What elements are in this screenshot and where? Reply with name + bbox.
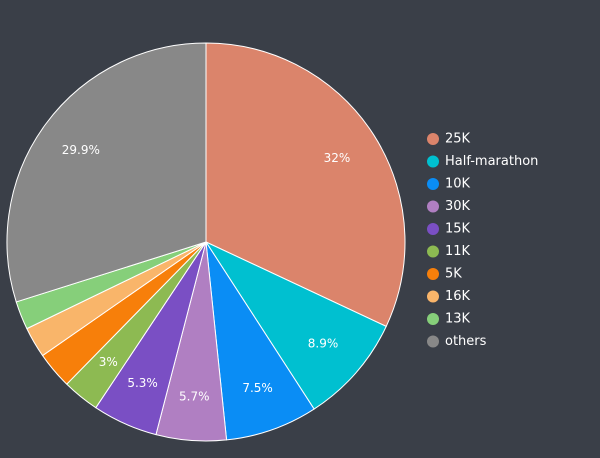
legend-item-15k[interactable]: 15K (427, 222, 471, 237)
slice-25k[interactable] (205, 42, 406, 327)
legend-item-25k[interactable]: 25K (427, 132, 471, 147)
slice-label-10k: 7.5% (242, 381, 273, 395)
slice-label-others: 29.9% (62, 143, 100, 157)
slice-label-30k: 5.7% (179, 389, 210, 403)
legend-label: 30K (445, 199, 471, 214)
legend-item-13k[interactable]: 13K (427, 312, 471, 327)
slice-label-25k: 32% (324, 151, 351, 165)
pie-labels: 32% 8.9% 7.5% 5.7% 5.3% 3% 29.9% (62, 143, 351, 403)
legend-swatch (427, 178, 439, 190)
legend-swatch (427, 155, 439, 168)
pie-slices (6, 42, 406, 442)
slice-half-marathon[interactable] (205, 241, 387, 410)
legend-item-5k[interactable]: 5K (427, 267, 462, 282)
legend-item-10k[interactable]: 10K (427, 177, 471, 192)
legend-swatch (427, 133, 439, 145)
legend-label: 10K (445, 177, 471, 192)
legend-label: 13K (445, 312, 471, 327)
legend-item-30k[interactable]: 30K (427, 199, 471, 214)
legend-swatch (427, 223, 439, 235)
legend-label: 16K (445, 289, 471, 304)
legend-swatch (427, 335, 439, 348)
legend: 25K Half-marathon 10K 30K 15K 11K 5K 16K 13K othe… (427, 132, 538, 349)
legend-item-others[interactable]: others (427, 334, 487, 349)
legend-item-16k[interactable]: 16K (427, 289, 471, 304)
legend-label: 11K (445, 244, 471, 259)
legend-label: others (445, 334, 487, 349)
legend-swatch (427, 290, 439, 303)
legend-label: 15K (445, 222, 471, 237)
slice-label-half-marathon: 8.9% (308, 337, 339, 351)
slice-label-11k: 3% (99, 355, 118, 369)
legend-item-half-marathon[interactable]: Half-marathon (427, 154, 538, 169)
legend-swatch (427, 245, 439, 258)
legend-label: 5K (445, 267, 462, 282)
slice-label-15k: 5.3% (127, 376, 158, 390)
legend-swatch (427, 200, 439, 213)
legend-item-11k[interactable]: 11K (427, 244, 471, 259)
slice-others[interactable] (6, 42, 207, 303)
legend-swatch (427, 268, 439, 280)
legend-swatch (427, 313, 439, 325)
legend-label: Half-marathon (445, 154, 538, 169)
legend-label: 25K (445, 132, 471, 147)
